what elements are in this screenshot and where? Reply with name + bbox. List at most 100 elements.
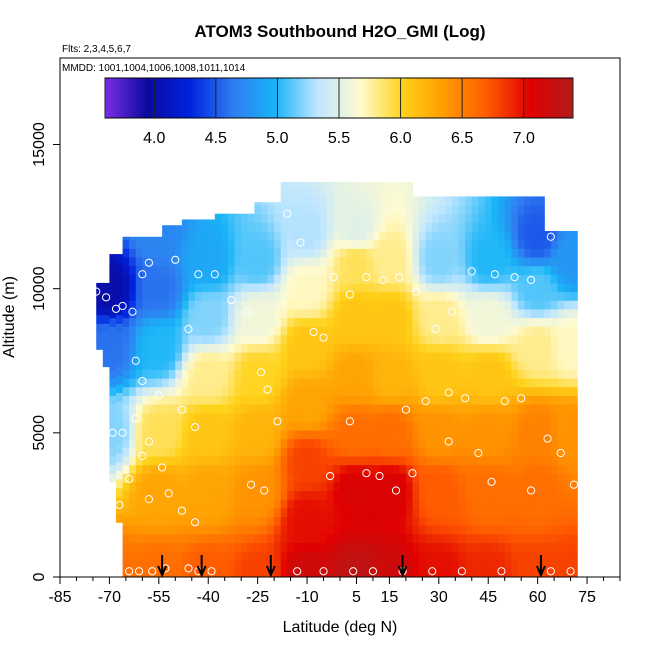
heatmap-cell bbox=[372, 300, 381, 310]
heatmap-cell bbox=[372, 386, 381, 396]
heatmap-cell bbox=[135, 455, 143, 466]
heatmap-cell bbox=[241, 464, 249, 474]
heatmap-cell bbox=[570, 551, 578, 561]
heatmap-cell bbox=[195, 317, 203, 327]
heatmap-cell bbox=[570, 421, 578, 431]
heatmap-cell bbox=[432, 334, 440, 345]
heatmap-cell bbox=[241, 291, 249, 301]
sample-point bbox=[177, 405, 186, 414]
heatmap-cell bbox=[109, 300, 117, 310]
heatmap-cell bbox=[531, 568, 539, 577]
heatmap-cell bbox=[116, 444, 124, 454]
heatmap-cell bbox=[340, 265, 348, 275]
heatmap-cell bbox=[175, 490, 183, 500]
heatmap-cell bbox=[537, 447, 545, 457]
heatmap-cell bbox=[517, 360, 526, 370]
heatmap-cell bbox=[254, 334, 262, 345]
heatmap-cell bbox=[392, 507, 400, 518]
heatmap-cell bbox=[214, 421, 223, 431]
heatmap-cell bbox=[320, 499, 328, 509]
heatmap-cell bbox=[300, 248, 308, 258]
heatmap-cell bbox=[419, 360, 427, 370]
y-tick-label: 15000 bbox=[31, 122, 48, 167]
heatmap-cell bbox=[550, 274, 559, 284]
heatmap-cell bbox=[432, 231, 440, 241]
heatmap-cell bbox=[346, 231, 354, 241]
heatmap-cell bbox=[135, 395, 143, 405]
heatmap-cell bbox=[254, 395, 262, 405]
heatmap-cell bbox=[214, 464, 223, 474]
heatmap-cell bbox=[544, 481, 552, 492]
heatmap-cell bbox=[326, 326, 335, 336]
heatmap-cell bbox=[254, 343, 262, 353]
heatmap-cell bbox=[537, 438, 545, 448]
heatmap-cell bbox=[346, 533, 354, 543]
heatmap-cell bbox=[412, 308, 420, 319]
heatmap-cell bbox=[340, 326, 348, 336]
heatmap-cell bbox=[287, 378, 295, 388]
heatmap-cell bbox=[267, 317, 275, 327]
heatmap-cell bbox=[478, 404, 486, 414]
heatmap-cell bbox=[195, 404, 203, 414]
heatmap-cell bbox=[452, 265, 460, 275]
heatmap-cell bbox=[564, 542, 572, 552]
heatmap-cell bbox=[372, 343, 381, 353]
heatmap-cell bbox=[504, 265, 512, 275]
heatmap-cell bbox=[307, 265, 315, 275]
heatmap-cell bbox=[221, 308, 229, 319]
heatmap-cell bbox=[313, 187, 321, 197]
heatmap-cell bbox=[221, 551, 229, 561]
heatmap-cell bbox=[564, 248, 572, 258]
heatmap-cell bbox=[135, 438, 143, 448]
heatmap-cell bbox=[142, 343, 150, 353]
heatmap-cell bbox=[353, 490, 361, 500]
heatmap-cell bbox=[208, 317, 216, 327]
heatmap-cell bbox=[274, 473, 282, 483]
heatmap-cell bbox=[228, 516, 236, 526]
heatmap-cell bbox=[531, 265, 539, 275]
heatmap-cell bbox=[254, 213, 262, 223]
heatmap-cell bbox=[241, 499, 249, 509]
heatmap-cell bbox=[307, 473, 315, 483]
heatmap-cell bbox=[333, 265, 341, 275]
heatmap-cell bbox=[353, 360, 361, 370]
heatmap-cell bbox=[452, 542, 460, 552]
heatmap-cell bbox=[366, 291, 374, 301]
heatmap-cell bbox=[96, 282, 104, 290]
heatmap-cell bbox=[241, 213, 249, 223]
heatmap-cell bbox=[471, 196, 479, 206]
heatmap-cell bbox=[188, 507, 196, 518]
heatmap-cell bbox=[570, 412, 578, 422]
heatmap-cell bbox=[511, 447, 519, 457]
heatmap-cell bbox=[307, 213, 315, 223]
heatmap-cell bbox=[458, 300, 466, 310]
heatmap-cell bbox=[524, 352, 532, 362]
heatmap-cell bbox=[537, 360, 545, 370]
heatmap-cell bbox=[564, 326, 572, 336]
heatmap-cell bbox=[550, 360, 559, 370]
heatmap-cell bbox=[392, 265, 400, 275]
heatmap-cell bbox=[359, 481, 367, 492]
heatmap-cell bbox=[372, 187, 381, 197]
heatmap-cell bbox=[564, 481, 572, 492]
heatmap-cell bbox=[280, 568, 288, 577]
heatmap-cell bbox=[300, 481, 308, 492]
heatmap-cell bbox=[478, 412, 486, 422]
heatmap-cell bbox=[392, 429, 400, 440]
heatmap-cell bbox=[340, 222, 348, 232]
heatmap-cell bbox=[228, 213, 236, 223]
heatmap-cell bbox=[458, 464, 466, 474]
heatmap-cell bbox=[517, 256, 526, 267]
heatmap-cell bbox=[162, 455, 170, 466]
heatmap-cell bbox=[379, 274, 387, 284]
sample-point bbox=[260, 486, 269, 495]
heatmap-cell bbox=[452, 395, 460, 405]
heatmap-cell bbox=[511, 222, 519, 232]
heatmap-cell bbox=[425, 499, 433, 509]
heatmap-cell bbox=[570, 455, 578, 466]
heatmap-cell bbox=[346, 395, 354, 405]
heatmap-cell bbox=[254, 551, 262, 561]
heatmap-cell bbox=[452, 378, 460, 388]
sample-point bbox=[144, 495, 154, 504]
